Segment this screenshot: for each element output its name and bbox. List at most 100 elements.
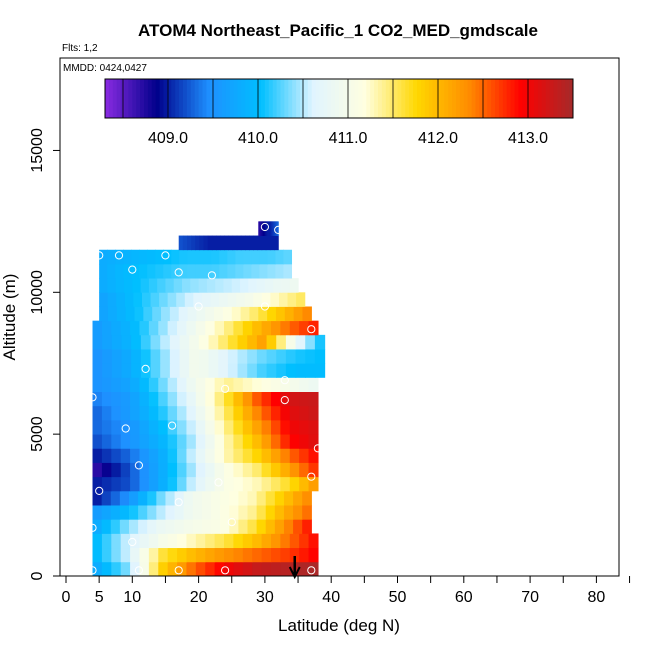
- heatmap-cell: [275, 263, 285, 279]
- colorbar-swatch: [327, 79, 332, 118]
- y-tick-label: 0: [29, 571, 46, 580]
- heatmap-cell: [289, 405, 300, 421]
- heatmap-cell: [111, 448, 122, 463]
- heatmap-cell: [101, 320, 112, 336]
- flight-point: [174, 566, 183, 575]
- heatmap-cell: [252, 391, 263, 407]
- heatmap-cell: [270, 419, 281, 435]
- heatmap-cell: [214, 547, 225, 563]
- heatmap-cell: [201, 505, 212, 520]
- colorbar-swatch: [389, 79, 395, 118]
- heatmap-cell: [289, 419, 300, 435]
- heatmap-cell: [195, 405, 206, 421]
- heatmap-cell: [111, 533, 122, 549]
- colorbar-swatch: [128, 79, 133, 118]
- heatmap-cell: [265, 221, 268, 236]
- heatmap-cell: [252, 462, 263, 478]
- heatmap-cell: [302, 519, 312, 534]
- heatmap-cell: [107, 292, 117, 307]
- colorbar-swatch: [253, 79, 258, 118]
- heatmap-cell: [148, 561, 159, 577]
- heatmap-cell: [256, 505, 267, 520]
- heatmap-cell: [131, 363, 142, 378]
- heatmap-cell: [240, 278, 249, 293]
- heatmap-cell: [159, 292, 169, 307]
- x-tick-label: 10: [123, 589, 141, 606]
- heatmap-cell: [207, 235, 213, 251]
- heatmap-cell: [167, 405, 178, 421]
- heatmap-cell: [214, 476, 225, 492]
- heatmap-cell: [116, 306, 127, 322]
- colorbar-swatch: [210, 79, 215, 118]
- heatmap-cell: [205, 533, 216, 549]
- heatmap-cell: [270, 448, 281, 463]
- heatmap-cell: [270, 391, 281, 407]
- chart-title: ATOM4 Northeast_Pacific_1 CO2_MED_gmdsca…: [138, 21, 538, 40]
- heatmap-cell: [192, 505, 203, 520]
- heatmap-cell: [92, 547, 103, 563]
- heatmap-cell: [130, 419, 141, 435]
- heatmap-cell: [270, 377, 281, 392]
- heatmap-cell: [256, 363, 268, 378]
- heatmap-cell: [173, 278, 183, 293]
- colorbar-swatch: [545, 79, 551, 118]
- heatmap-cell: [92, 561, 103, 577]
- heatmap-cell: [308, 476, 319, 492]
- heatmap-cell: [195, 419, 206, 435]
- colorbar-swatch: [424, 79, 430, 118]
- heatmap-cell: [277, 221, 279, 236]
- colorbar-swatch: [487, 79, 492, 118]
- heatmap-cell: [299, 320, 310, 336]
- colorbar-swatch: [444, 79, 449, 118]
- heatmap-cell: [203, 249, 212, 265]
- heatmap-cell: [150, 334, 161, 350]
- heatmap-cell: [183, 505, 194, 520]
- heatmap-cell: [139, 448, 150, 463]
- heatmap-cell: [214, 405, 225, 421]
- heatmap-cell: [208, 363, 219, 378]
- colorbar-swatch: [510, 79, 515, 118]
- heatmap-cell: [139, 533, 150, 549]
- heatmap-cell: [224, 405, 234, 421]
- flight-point: [207, 271, 216, 280]
- heatmap-cell: [289, 278, 299, 293]
- colorbar-swatch: [272, 79, 278, 118]
- heatmap-cell: [177, 377, 188, 392]
- heatmap-cell: [252, 533, 263, 549]
- heatmap-cell: [242, 533, 253, 549]
- heatmap-cell: [235, 249, 244, 265]
- heatmap-cell: [229, 519, 239, 534]
- heatmap-cell: [264, 221, 267, 236]
- colorbar-swatch: [288, 79, 293, 118]
- heatmap-cell: [275, 221, 278, 236]
- heatmap-cell: [187, 263, 196, 279]
- colorbar-swatch: [530, 79, 535, 118]
- heatmap-cell: [101, 462, 112, 478]
- heatmap-cell: [240, 235, 246, 251]
- colorbar-swatch: [342, 79, 348, 118]
- heatmap-cell: [130, 320, 141, 336]
- heatmap-cell: [148, 278, 158, 293]
- heatmap-cell: [265, 490, 276, 506]
- heatmap-cell: [270, 476, 281, 492]
- heatmap-cell: [198, 363, 210, 378]
- heatmap-cell: [227, 249, 236, 265]
- heatmap-cell: [148, 434, 159, 449]
- colorbar-swatch: [186, 79, 192, 118]
- heatmap-cell: [233, 320, 244, 336]
- heatmap-cell: [101, 391, 112, 407]
- heatmap-cell: [186, 476, 197, 492]
- heatmap-cell: [299, 533, 310, 549]
- heatmap-cell: [218, 349, 229, 364]
- heatmap-cell: [186, 419, 197, 435]
- heatmap-cell: [252, 561, 263, 577]
- heatmap-cell: [264, 221, 266, 236]
- heatmap-cell: [158, 547, 169, 563]
- heatmap-cell: [271, 221, 273, 236]
- heatmap-cell: [179, 263, 188, 279]
- heatmap-cell: [167, 391, 178, 407]
- heatmap-cell: [99, 292, 109, 307]
- heatmap-cell: [267, 263, 276, 279]
- heatmap-cell: [308, 448, 319, 463]
- x-tick-label: 0: [62, 589, 71, 606]
